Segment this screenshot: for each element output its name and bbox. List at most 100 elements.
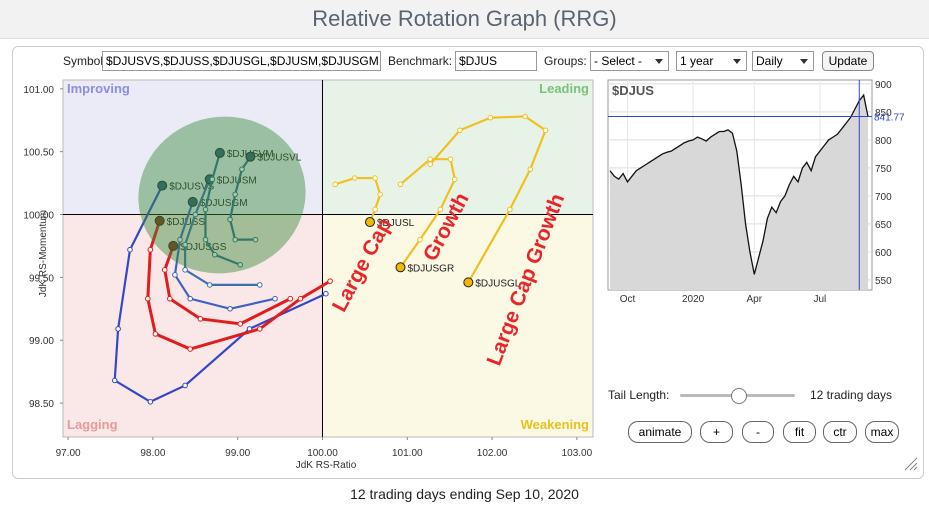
tail-point [542, 127, 549, 134]
x-tick-label: 102.00 [477, 448, 508, 459]
price-y-tick-label: 800 [875, 136, 892, 147]
tail-point [372, 206, 378, 213]
price-line [609, 93, 869, 275]
tail-point [417, 236, 423, 243]
highlight-ellipse [138, 116, 306, 274]
tail-point [182, 382, 188, 389]
quadrant-label: Improving [67, 81, 130, 96]
tail-point [327, 278, 333, 284]
series-label: $DJUSGM [200, 198, 248, 209]
tail-point [115, 326, 121, 332]
tail-point [152, 331, 159, 337]
y-tick-label: 99.50 [29, 273, 54, 284]
tail-point [527, 166, 534, 173]
quadrant-label: Lagging [67, 417, 118, 432]
price-area [610, 95, 868, 291]
series-label: $DJUSGS [180, 242, 226, 253]
benchmark-input[interactable]: $DJUS [455, 51, 537, 71]
tail-point [507, 206, 513, 213]
series-label: $DJUSL [377, 218, 415, 229]
head-point [395, 262, 406, 273]
update-button[interactable]: Update [822, 51, 874, 71]
animate-button[interactable]: animate [628, 421, 692, 443]
tail-point [202, 206, 209, 213]
page-title: Relative Rotation Graph (RRG) [0, 0, 929, 39]
tail-point [111, 377, 118, 384]
zoom-in-button[interactable]: + [700, 421, 733, 443]
series-label: $DJUSGL [475, 278, 520, 289]
tail-line [146, 220, 331, 351]
tail-point [457, 127, 463, 134]
quadrant-leading [322, 80, 593, 215]
quadrant-lagging [63, 214, 323, 437]
price-title: $DJUS [612, 83, 654, 98]
x-tick-label: 103.00 [562, 448, 593, 459]
tail-point [167, 295, 173, 302]
tail-point [197, 316, 204, 322]
fit-button[interactable]: fit [783, 421, 816, 443]
interval-select[interactable]: Daily [752, 51, 814, 71]
tail-slider-knob[interactable] [731, 388, 747, 404]
tail-line [163, 245, 291, 326]
x-axis-label: JdK RS-Ratio [296, 460, 357, 471]
tail-point [239, 166, 245, 173]
x-tick-label: 99.00 [225, 448, 250, 459]
price-x-tick-label: Apr [747, 294, 763, 305]
price-y-tick-label: 900 [875, 80, 892, 91]
tail-point [272, 295, 278, 302]
price-y-tick-label: 650 [875, 220, 892, 231]
tail-line [184, 178, 260, 286]
tail-point [447, 156, 454, 162]
quadrant-label: Leading [539, 81, 589, 96]
series-label: $DJUSM [217, 175, 257, 186]
tail-point [323, 290, 329, 297]
max-button[interactable]: max [865, 421, 899, 443]
price-y-tick-label: 600 [875, 248, 892, 259]
tail-point [182, 241, 188, 248]
head-point [214, 147, 225, 158]
tail-point [522, 113, 528, 120]
y-tick-label: 99.00 [29, 336, 54, 347]
head-point [463, 277, 474, 288]
symbols-label: Symbols: [63, 54, 113, 68]
period-select[interactable]: 1 year [676, 51, 747, 71]
y-tick-label: 101.00 [23, 85, 54, 96]
tail-point [192, 211, 199, 218]
tail-point [147, 246, 154, 253]
price-y-tick-label: 850 [875, 108, 892, 119]
price-x-tick-label: 2020 [682, 294, 705, 305]
price-x-tick-label: Oct [620, 294, 636, 305]
head-point [154, 215, 165, 226]
tail-point [172, 272, 178, 278]
tail-point [332, 181, 339, 188]
x-tick-label: 98.00 [140, 448, 165, 459]
tail-point [237, 321, 244, 327]
tail-point [351, 175, 358, 181]
symbols-input[interactable]: $DJUSVS,$DJUSS,$DJUSGL,$DJUSM,$DJUSGM [102, 51, 381, 71]
tail-point [377, 191, 383, 198]
price-x-tick-label: Jul [813, 294, 826, 305]
groups-select[interactable]: - Select - [590, 51, 669, 71]
y-tick-label: 100.00 [23, 211, 54, 222]
center-button[interactable]: ctr [823, 421, 857, 443]
x-tick-label: 101.00 [392, 448, 423, 459]
tail-point [147, 399, 154, 405]
tail-point [256, 282, 263, 288]
zoom-out-button[interactable]: - [742, 421, 774, 443]
tail-point [211, 251, 218, 258]
resize-grip [904, 457, 918, 471]
tail-line [429, 115, 547, 283]
last-value-label: 841.77 [874, 113, 905, 124]
y-axis-label: JdK RS-Momentum [38, 210, 49, 297]
tail-point [145, 295, 151, 302]
quadrant-improving [63, 80, 323, 215]
quadrant-label: Weakening [521, 417, 589, 432]
tail-point [127, 246, 133, 253]
tail-point [177, 236, 183, 243]
tail-line [173, 201, 276, 310]
tail-point [397, 181, 404, 188]
tail-point [372, 175, 378, 181]
tail-point [187, 295, 193, 302]
